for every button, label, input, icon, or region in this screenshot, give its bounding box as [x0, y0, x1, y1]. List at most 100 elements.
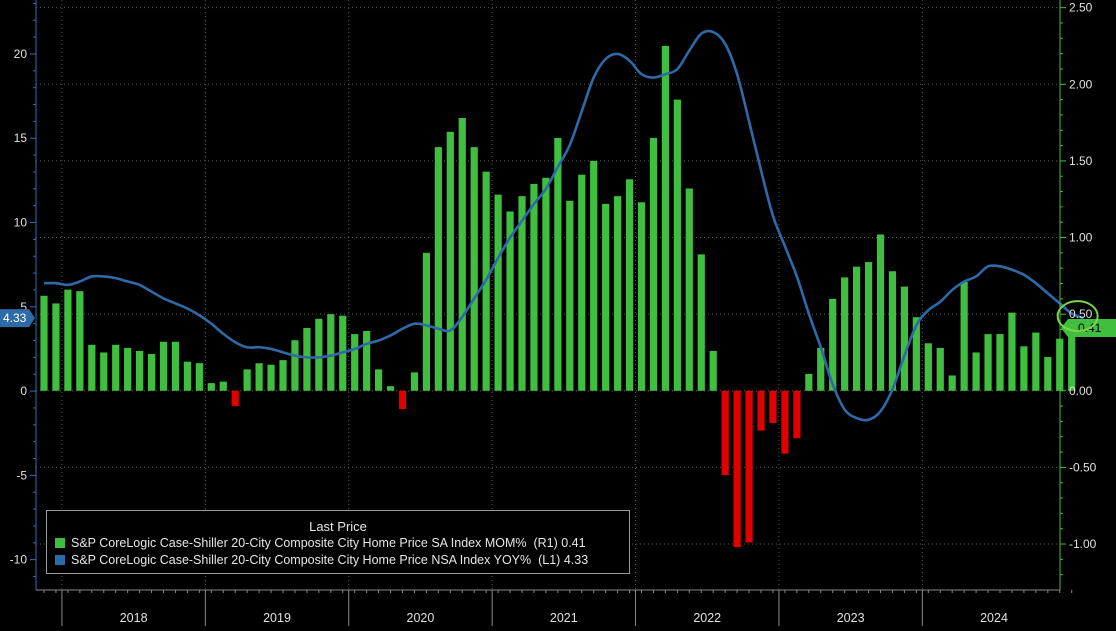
bar-72	[900, 286, 908, 391]
bar-47	[602, 203, 610, 391]
value-tags-layer: 4.330.41	[0, 300, 1116, 337]
bar-66	[829, 298, 837, 391]
right-tick-label-1: -0.50	[1069, 460, 1097, 474]
right-tick-label-2: 0.00	[1069, 384, 1093, 398]
legend-axis-yoy: (L1)	[538, 553, 561, 567]
bar-14	[207, 383, 215, 391]
legend-entry-yoy: S&P CoreLogic Case-Shiller 20-City Compo…	[55, 553, 588, 567]
bar-63	[793, 390, 801, 439]
bar-4	[88, 344, 96, 391]
line-layer	[43, 29, 1085, 422]
left-tick-label-3: 5	[20, 300, 27, 314]
year-labels-layer: 2018 2019 2020 2021 2022 2023 2024	[43, 590, 1073, 626]
legend-value-mom: 0.41	[561, 536, 586, 550]
bar-9	[147, 354, 156, 391]
legend-title: Last Price	[309, 519, 367, 534]
year-label-2019: 2019	[263, 611, 291, 625]
bar-17	[243, 369, 251, 391]
legend-entry-mom: S&P CoreLogic Case-Shiller 20-City Compo…	[55, 536, 586, 550]
bar-16	[231, 390, 239, 407]
bar-83	[1032, 332, 1040, 391]
bar-35	[458, 118, 466, 391]
bar-29	[386, 386, 395, 391]
bar-74	[924, 343, 932, 391]
bar-79	[984, 334, 992, 391]
bar-78	[972, 352, 980, 391]
bar-57	[721, 390, 729, 476]
legend-axis-mom: (R1)	[533, 536, 558, 550]
bar-69	[864, 262, 873, 391]
bar-23	[315, 318, 323, 391]
line-series-yoy	[43, 29, 1085, 422]
bar-12	[183, 361, 191, 391]
bar-36	[470, 147, 478, 391]
bar-48	[614, 196, 622, 391]
bar-60	[757, 390, 765, 431]
bar-75	[936, 347, 944, 391]
bar-5	[100, 352, 108, 391]
bar-33	[434, 147, 442, 391]
legend-swatch-blue	[55, 555, 65, 565]
bar-81	[1008, 312, 1016, 391]
bar-11	[171, 341, 180, 391]
bar-64	[805, 373, 813, 391]
bar-1	[52, 303, 60, 391]
legend-label-yoy: S&P CoreLogic Case-Shiller 20-City Compo…	[71, 553, 532, 567]
bar-20	[279, 360, 287, 391]
bar-51	[649, 137, 658, 391]
bar-24	[327, 314, 335, 391]
bar-42	[542, 177, 550, 391]
year-label-2023: 2023	[837, 611, 865, 625]
bar-0	[40, 295, 48, 391]
bar-68	[853, 266, 861, 391]
bar-86	[1068, 327, 1076, 391]
bar-55	[697, 254, 705, 391]
axes-layer: -10 -5 0 5 10 15 20 -1.00 -0.50 0.00 0.50 1.00 1.50 2…	[10, 0, 1097, 591]
bar-28	[375, 369, 383, 391]
bar-6	[112, 344, 120, 391]
right-tick-label-7: 2.50	[1069, 1, 1093, 15]
bar-15	[219, 381, 227, 391]
bar-73	[912, 317, 920, 391]
bar-31	[410, 372, 419, 391]
bar-22	[303, 327, 311, 391]
right-tick-label-4: 1.00	[1069, 231, 1093, 245]
legend: Last Price S&P CoreLogic Case-Shiller 20…	[46, 510, 630, 574]
bar-32	[422, 252, 430, 391]
bar-53	[673, 99, 681, 391]
left-tick-label-1: -5	[16, 468, 27, 482]
bar-2	[64, 289, 72, 391]
bar-layer	[40, 45, 1076, 548]
bar-27	[363, 331, 371, 391]
left-tick-label-2: 0	[20, 384, 27, 398]
bar-82	[1020, 346, 1028, 391]
year-label-2021: 2021	[550, 611, 578, 625]
left-tick-label-6: 20	[14, 47, 28, 61]
bar-10	[159, 341, 168, 391]
bar-84	[1044, 357, 1052, 391]
bar-21	[291, 340, 299, 391]
left-value-tag-text: 4.33	[3, 311, 27, 325]
left-value-tag	[0, 309, 35, 328]
left-tick-label-4: 10	[14, 216, 28, 230]
bar-43	[554, 137, 562, 391]
bar-76	[948, 375, 956, 391]
bar-56	[709, 350, 717, 391]
bar-18	[255, 363, 263, 391]
year-label-2018: 2018	[120, 611, 148, 625]
right-tick-label-6: 2.00	[1069, 77, 1093, 91]
bar-13	[195, 363, 203, 391]
bar-62	[781, 390, 789, 454]
bar-49	[625, 179, 634, 391]
bar-61	[769, 390, 777, 423]
left-tick-label-5: 15	[14, 131, 28, 145]
bar-44	[566, 200, 574, 391]
right-tick-label-0: -1.00	[1069, 537, 1097, 551]
bar-58	[733, 390, 741, 548]
bar-26	[351, 334, 359, 391]
year-label-2024: 2024	[980, 611, 1008, 625]
bar-77	[960, 281, 968, 391]
left-tick-label-0: -10	[10, 553, 28, 567]
bar-39	[506, 211, 514, 391]
